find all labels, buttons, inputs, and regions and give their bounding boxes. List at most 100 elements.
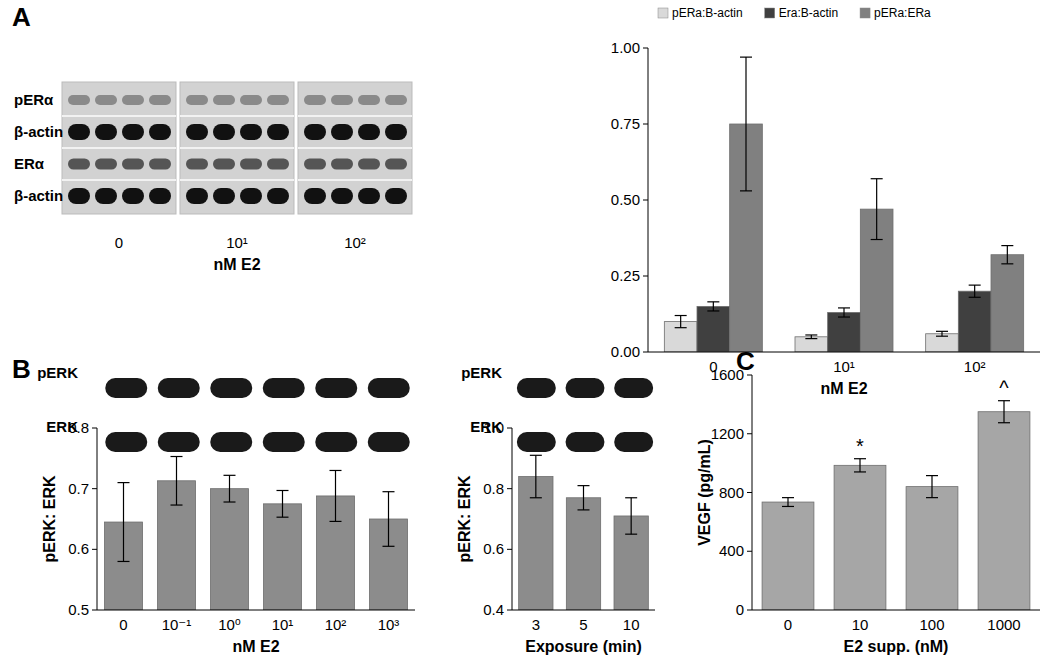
blot-band — [267, 95, 289, 105]
error-bar — [224, 475, 236, 502]
y-tick-label: 0.5 — [68, 601, 89, 618]
y-tick — [747, 551, 752, 552]
y-tick-label: 0.25 — [611, 267, 640, 284]
blot-membrane — [180, 82, 294, 214]
bar — [958, 291, 991, 352]
error-bar — [625, 498, 637, 534]
blot-divider — [180, 115, 294, 117]
error-bar — [118, 483, 130, 562]
blot-band — [68, 95, 90, 105]
error-cap — [118, 482, 130, 483]
bar — [795, 337, 828, 352]
blot-band — [122, 159, 144, 170]
blot-band — [149, 124, 171, 140]
error-bar — [805, 335, 817, 339]
blot-band — [614, 378, 653, 398]
error-cap — [675, 327, 687, 328]
bar — [566, 498, 600, 610]
bar — [978, 412, 1030, 610]
error-bar — [871, 179, 883, 240]
blot-band — [68, 159, 90, 170]
legend-label: pERa:ERa — [874, 6, 931, 20]
blot-band — [105, 432, 147, 452]
y-axis — [512, 428, 513, 610]
blot-row-label: pERK — [37, 364, 78, 381]
y-tick — [507, 549, 512, 550]
error-cap — [969, 285, 981, 286]
y-tick-label: 1.00 — [611, 39, 640, 56]
error-bar — [969, 285, 981, 297]
error-bar — [740, 57, 752, 191]
blot-band — [358, 159, 380, 170]
bar — [762, 502, 814, 610]
x-tick-label: 1000 — [987, 616, 1020, 633]
y-tick-label: 0.50 — [611, 191, 640, 208]
y-tick — [507, 610, 512, 611]
y-axis-label: pERK: ERK — [456, 475, 473, 563]
blot-band — [105, 378, 147, 398]
y-tick — [747, 433, 752, 434]
blot-band — [240, 188, 262, 204]
blot-band — [213, 188, 235, 204]
x-tick-label: 10¹ — [833, 358, 855, 375]
x-tick-label: 0 — [119, 616, 127, 633]
legend-swatch — [765, 8, 775, 18]
blot-band — [304, 188, 326, 204]
y-tick — [92, 610, 97, 611]
blot-band — [95, 124, 117, 140]
blot-band — [358, 188, 380, 204]
error-cap — [936, 336, 948, 337]
x-axis — [648, 352, 1040, 353]
blot-band — [68, 188, 90, 204]
y-axis — [97, 428, 98, 610]
error-cap — [277, 490, 289, 491]
blot-group-label: 0 — [115, 234, 123, 251]
legend-label: pERa:B-actin — [672, 6, 743, 20]
blot-band — [331, 124, 353, 140]
panel-letter: A — [12, 2, 31, 32]
error-cap — [926, 475, 938, 476]
error-stem — [123, 483, 124, 562]
annotation: ^ — [999, 377, 1009, 399]
y-tick-label: 800 — [719, 484, 744, 501]
error-cap — [969, 297, 981, 298]
error-stem — [843, 308, 844, 317]
error-cap — [838, 307, 850, 308]
error-cap — [330, 521, 342, 522]
x-tick-label: 10 — [852, 616, 869, 633]
legend-swatch — [860, 8, 870, 18]
y-tick-label: 1200 — [711, 425, 744, 442]
error-stem — [1007, 246, 1008, 264]
blot-band — [315, 378, 357, 398]
error-cap — [530, 497, 542, 498]
blot-band — [149, 95, 171, 105]
error-stem — [1003, 401, 1004, 423]
y-tick — [507, 428, 512, 429]
y-tick-label: 0.75 — [611, 115, 640, 132]
error-cap — [998, 422, 1010, 423]
error-cap — [926, 497, 938, 498]
x-axis — [97, 610, 415, 611]
error-stem — [583, 486, 584, 510]
panel-letter: C — [736, 346, 755, 376]
error-bar — [1001, 246, 1013, 264]
x-tick-label: 10⁰ — [218, 616, 241, 633]
error-stem — [631, 498, 632, 534]
blot-band — [358, 124, 380, 140]
panel-letter: B — [12, 354, 31, 384]
blot-band — [331, 188, 353, 204]
x-tick-label: 5 — [579, 616, 587, 633]
x-tick-label: 10¹ — [272, 616, 294, 633]
x-tick-label: 10² — [325, 616, 347, 633]
error-cap — [171, 504, 183, 505]
blot-divider — [298, 179, 412, 181]
y-tick — [643, 352, 648, 353]
y-axis-label: pERK: ERK — [41, 475, 58, 563]
y-tick — [643, 124, 648, 125]
blot-band — [149, 188, 171, 204]
y-tick — [747, 492, 752, 493]
y-axis-label: VEGF (pg/mL) — [696, 439, 713, 546]
blot-band — [385, 124, 407, 140]
error-cap — [330, 470, 342, 471]
error-cap — [936, 331, 948, 332]
